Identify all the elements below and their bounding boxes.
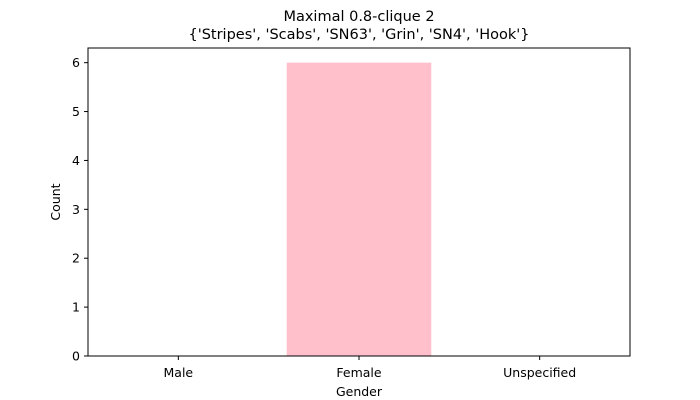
y-axis-label: Count [48,183,63,220]
y-tick-label: 3 [72,202,80,217]
x-tick-label: Female [336,365,382,380]
x-axis-ticks: Male Female Unspecified [164,356,576,380]
y-tick-label: 6 [72,55,80,70]
y-tick-label: 2 [72,251,80,266]
chart-subtitle: {'Stripes', 'Scabs', 'SN63', 'Grin', 'SN… [189,27,530,43]
x-tick-label: Unspecified [503,365,576,380]
y-axis-ticks: 0 1 2 3 4 5 6 [72,55,88,364]
x-tick-label: Male [164,365,194,380]
bar-female [286,62,432,357]
x-axis-label: Gender [336,384,383,399]
y-tick-label: 1 [72,300,80,315]
bars-layer [286,62,432,357]
chart-title: Maximal 0.8-clique 2 [283,9,434,25]
y-tick-label: 0 [72,349,80,364]
y-tick-label: 4 [72,153,80,168]
plot-area-frame [87,47,631,357]
y-tick-label: 5 [72,104,80,119]
